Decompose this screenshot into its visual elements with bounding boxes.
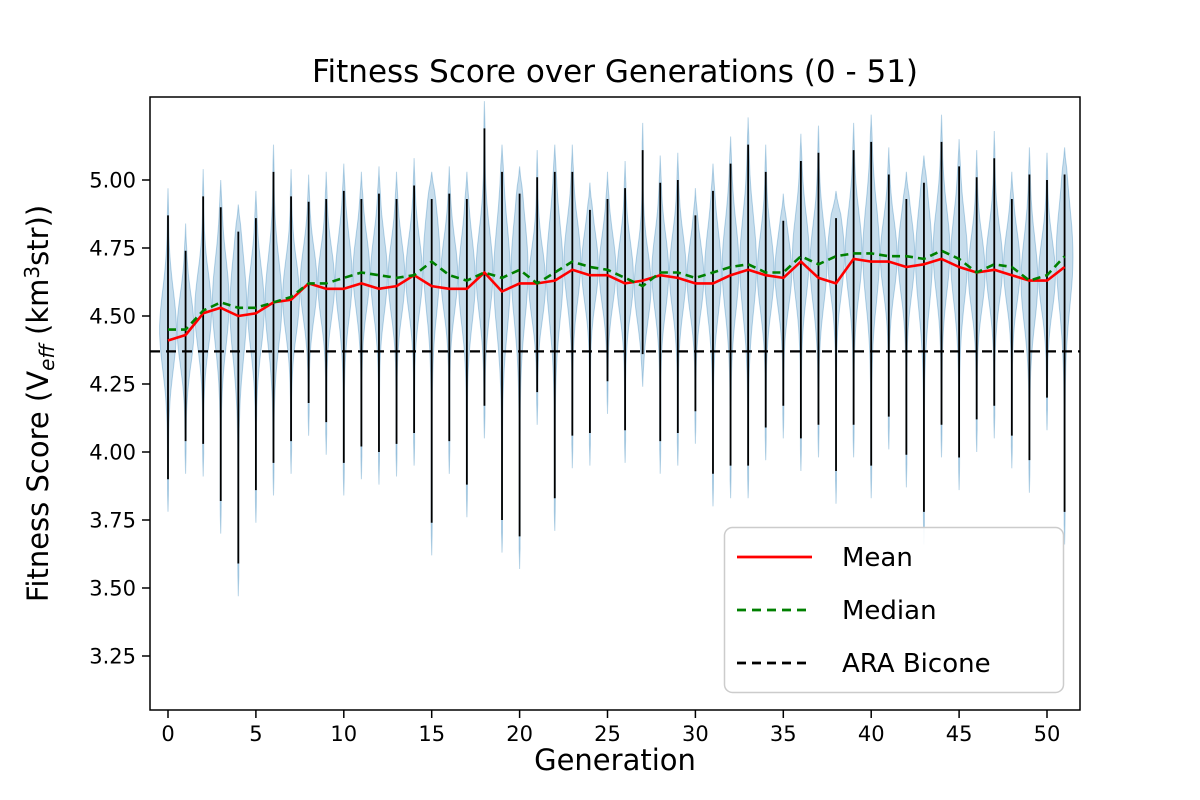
y-axis-label: Fitness Score (Veff (km3str)) <box>20 205 59 602</box>
y-axis-label-part: (km <box>21 279 55 345</box>
y-axis-label-part: str)) <box>21 205 55 266</box>
y-tick-label: 5.00 <box>89 168 136 192</box>
x-tick-label: 30 <box>682 722 709 746</box>
legend: Mean Median ARA Bicone <box>723 526 1065 694</box>
legend-label: Mean <box>842 543 913 573</box>
x-tick-label: 40 <box>858 722 885 746</box>
y-tick-label: 3.25 <box>89 644 136 668</box>
x-tick-label: 5 <box>249 722 262 746</box>
x-tick-label: 15 <box>418 722 445 746</box>
median-line <box>168 249 1066 331</box>
x-tick-label: 25 <box>594 722 621 746</box>
legend-label: Median <box>842 596 937 626</box>
y-tick-label: 4.25 <box>89 372 136 396</box>
chart-title: Fitness Score over Generations (0 - 51) <box>312 54 918 90</box>
legend-label: ARA Bicone <box>842 649 991 679</box>
x-axis-label: Generation <box>534 743 696 777</box>
x-tick-label: 35 <box>770 722 797 746</box>
x-tick-label: 10 <box>330 722 357 746</box>
y-axis-label-part: Fitness Score (V <box>21 371 55 602</box>
legend-box <box>723 526 1065 694</box>
y-tick-label: 3.75 <box>89 508 136 532</box>
y-tick-label: 4.50 <box>89 304 136 328</box>
y-axis-label-part: eff <box>35 342 59 371</box>
y-axis-label-part: 3 <box>20 266 44 279</box>
mean-line <box>167 257 1066 342</box>
y-tick-label: 3.50 <box>89 576 136 600</box>
x-axis-ticks: 0 5 10 15 20 25 30 35 40 45 50 <box>161 710 1060 746</box>
axes-spines <box>149 96 1081 711</box>
y-tick-label: 4.00 <box>89 440 136 464</box>
y-axis-ticks: 3.25 3.50 3.75 4.00 4.25 4.50 4.75 5.00 <box>89 168 150 668</box>
y-tick-label: 4.75 <box>89 236 136 260</box>
x-tick-label: 50 <box>1034 722 1061 746</box>
x-tick-label: 20 <box>506 722 533 746</box>
range-lines <box>167 128 1066 564</box>
x-tick-label: 0 <box>161 722 174 746</box>
x-tick-label: 45 <box>946 722 973 746</box>
